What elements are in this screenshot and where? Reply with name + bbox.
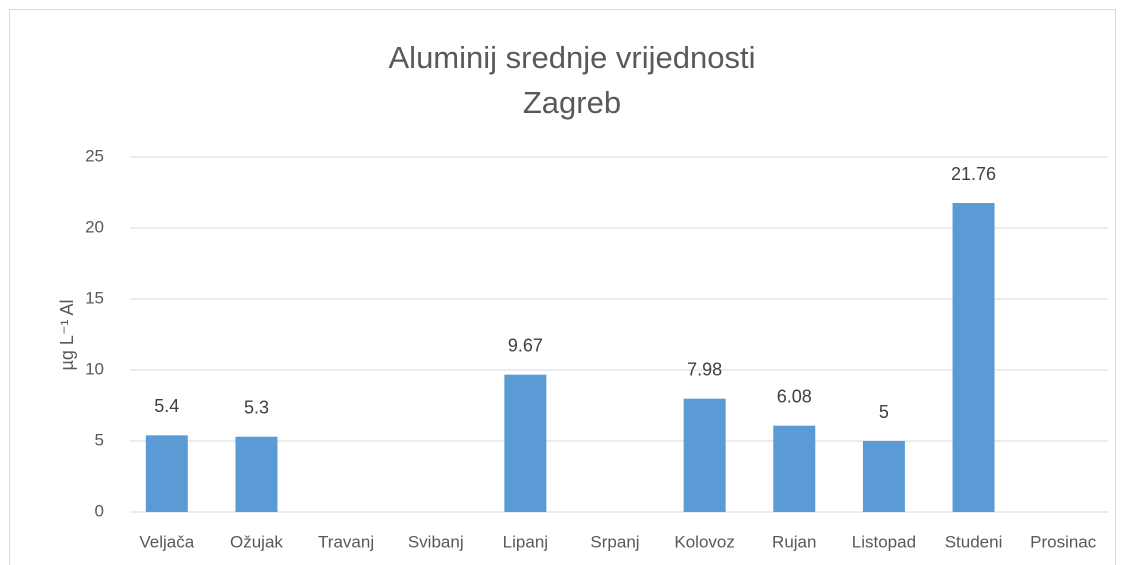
x-tick-label: Studeni	[945, 532, 1003, 551]
x-tick-label: Lipanj	[503, 532, 548, 551]
y-tick-label: 5	[95, 430, 104, 449]
x-tick-label: Travanj	[318, 532, 374, 551]
x-tick-label: Svibanj	[408, 532, 464, 551]
bar	[235, 436, 278, 512]
data-label: 6.08	[777, 386, 812, 406]
x-tick-label: Ožujak	[230, 532, 283, 551]
bar	[145, 435, 188, 512]
y-axis-label: µg L⁻¹ Al	[57, 300, 77, 371]
x-tick-label: Kolovoz	[674, 532, 734, 551]
chart-title: Aluminij srednje vrijednosti	[389, 40, 756, 75]
y-tick-label: 10	[85, 359, 104, 378]
x-tick-label: Listopad	[852, 532, 916, 551]
y-tick-label: 25	[85, 146, 104, 165]
y-tick-label: 15	[85, 288, 104, 307]
data-label: 21.76	[951, 164, 996, 184]
data-label: 9.67	[508, 335, 543, 355]
bar	[862, 441, 905, 512]
bar	[504, 374, 547, 512]
data-label: 7.98	[687, 359, 722, 379]
chart-subtitle: Zagreb	[523, 85, 621, 120]
x-tick-label: Prosinac	[1030, 532, 1097, 551]
bar	[952, 203, 995, 512]
data-label: 5.4	[154, 396, 179, 416]
data-label: 5	[879, 402, 889, 422]
y-tick-label: 0	[95, 501, 104, 520]
bar	[683, 398, 726, 512]
x-tick-label: Veljača	[139, 532, 194, 551]
y-tick-label: 20	[85, 217, 104, 236]
data-label: 5.3	[244, 397, 269, 417]
bar	[773, 425, 816, 512]
x-tick-label: Srpanj	[590, 532, 639, 551]
chart-border	[9, 9, 1116, 565]
x-tick-label: Rujan	[772, 532, 816, 551]
